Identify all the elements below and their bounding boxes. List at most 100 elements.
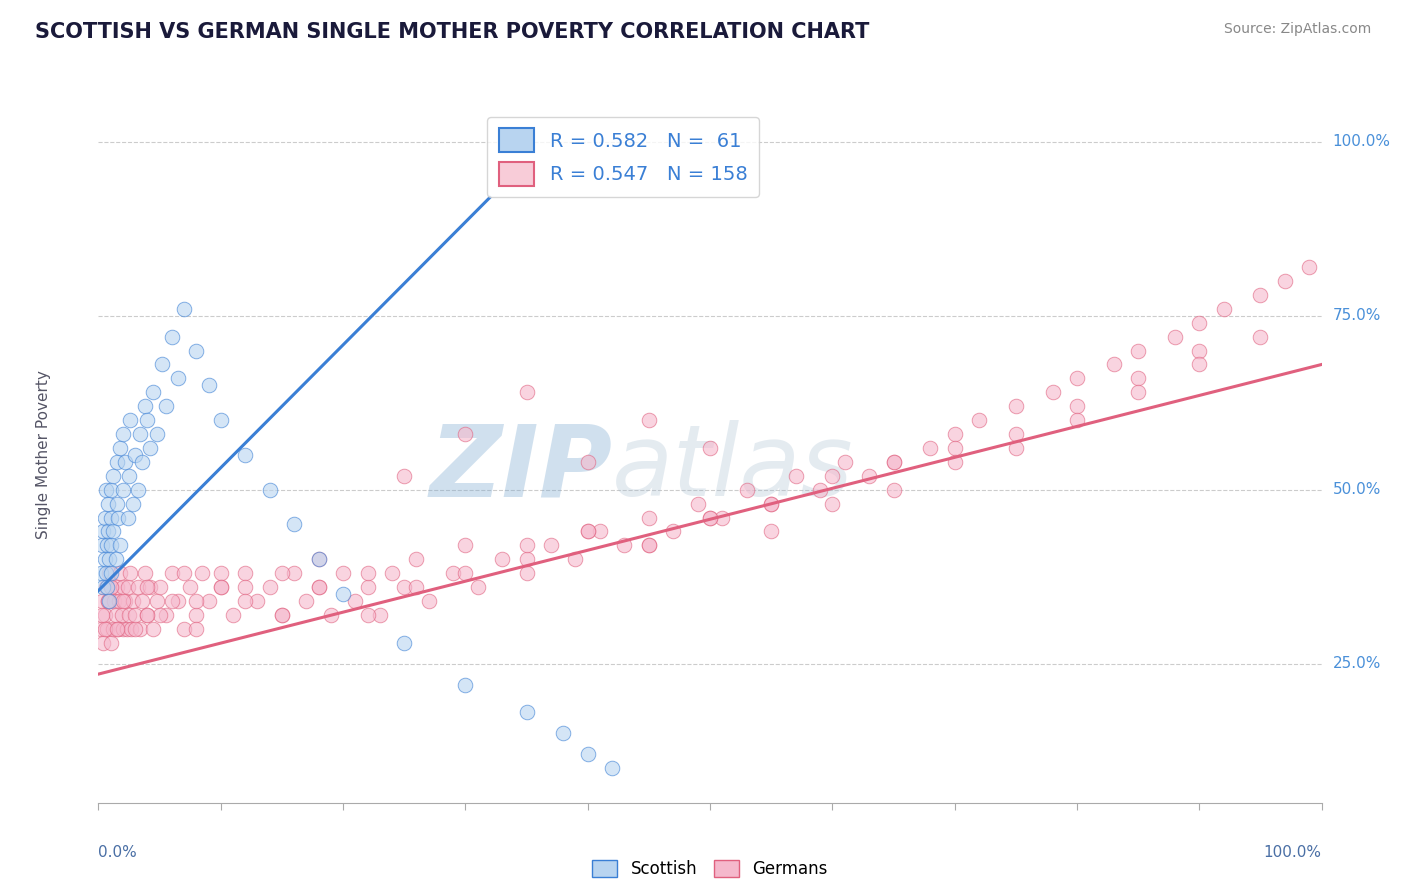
Point [93, 607, 115, 622]
Point [761, 524, 783, 539]
Point [94, 580, 117, 594]
Point [883, 483, 905, 497]
Point [308, 552, 330, 566]
Point [186, 343, 208, 358]
Point [467, 580, 489, 594]
Point [1004, 427, 1026, 442]
Point [1188, 343, 1211, 358]
Point [155, 607, 177, 622]
Point [1128, 385, 1150, 400]
Point [699, 441, 721, 455]
Point [637, 510, 661, 524]
Point [118, 607, 141, 622]
Point [124, 448, 146, 462]
Point [967, 413, 990, 427]
Point [129, 427, 152, 442]
Point [761, 497, 783, 511]
Point [98, 594, 121, 608]
Point [91, 594, 114, 608]
Point [270, 566, 294, 581]
Point [1274, 274, 1296, 288]
Point [117, 510, 139, 524]
Point [105, 497, 128, 511]
Point [120, 622, 142, 636]
Point [576, 524, 599, 539]
Point [111, 607, 134, 622]
Point [821, 468, 844, 483]
Point [637, 538, 661, 552]
Point [100, 580, 122, 594]
Point [91, 607, 114, 622]
Point [101, 622, 124, 636]
Point [134, 566, 156, 581]
Point [785, 468, 807, 483]
Point [405, 580, 427, 594]
Point [129, 622, 152, 636]
Point [117, 580, 139, 594]
Point [283, 517, 305, 532]
Point [1128, 343, 1150, 358]
Point [515, 706, 537, 720]
Point [735, 483, 758, 497]
Point [149, 580, 172, 594]
Point [105, 455, 128, 469]
Point [100, 510, 122, 524]
Point [110, 566, 132, 581]
Point [1004, 399, 1026, 413]
Point [96, 538, 118, 552]
Point [100, 538, 122, 552]
Point [259, 580, 281, 594]
Point [191, 566, 214, 581]
Point [808, 483, 831, 497]
Point [93, 622, 115, 636]
Point [233, 580, 256, 594]
Point [167, 371, 190, 385]
Point [139, 580, 162, 594]
Text: 75.0%: 75.0% [1333, 309, 1381, 323]
Point [308, 580, 330, 594]
Point [454, 566, 477, 581]
Point [381, 566, 404, 581]
Point [418, 594, 440, 608]
Point [1298, 260, 1320, 274]
Point [120, 566, 142, 581]
Text: 100.0%: 100.0% [1264, 845, 1322, 860]
Point [209, 566, 232, 581]
Point [943, 427, 966, 442]
Point [1188, 358, 1211, 372]
Point [356, 580, 378, 594]
Point [576, 455, 599, 469]
Point [103, 594, 125, 608]
Point [142, 622, 165, 636]
Point [105, 580, 128, 594]
Point [111, 622, 134, 636]
Point [233, 566, 256, 581]
Point [93, 552, 115, 566]
Point [319, 607, 342, 622]
Point [1042, 385, 1064, 400]
Point [167, 594, 190, 608]
Point [1128, 371, 1150, 385]
Point [308, 552, 330, 566]
Point [114, 455, 136, 469]
Point [392, 580, 416, 594]
Point [1066, 413, 1088, 427]
Point [515, 566, 537, 581]
Point [160, 566, 183, 581]
Point [259, 483, 281, 497]
Point [173, 622, 195, 636]
Point [100, 636, 122, 650]
Point [104, 552, 127, 566]
Point [160, 594, 183, 608]
Point [186, 594, 208, 608]
Point [93, 510, 115, 524]
Point [233, 594, 256, 608]
Point [97, 594, 120, 608]
Text: 0.0%: 0.0% [98, 845, 138, 860]
Point [155, 399, 177, 413]
Point [233, 448, 256, 462]
Point [576, 747, 599, 761]
Point [356, 607, 378, 622]
Point [150, 358, 173, 372]
Point [110, 441, 132, 455]
